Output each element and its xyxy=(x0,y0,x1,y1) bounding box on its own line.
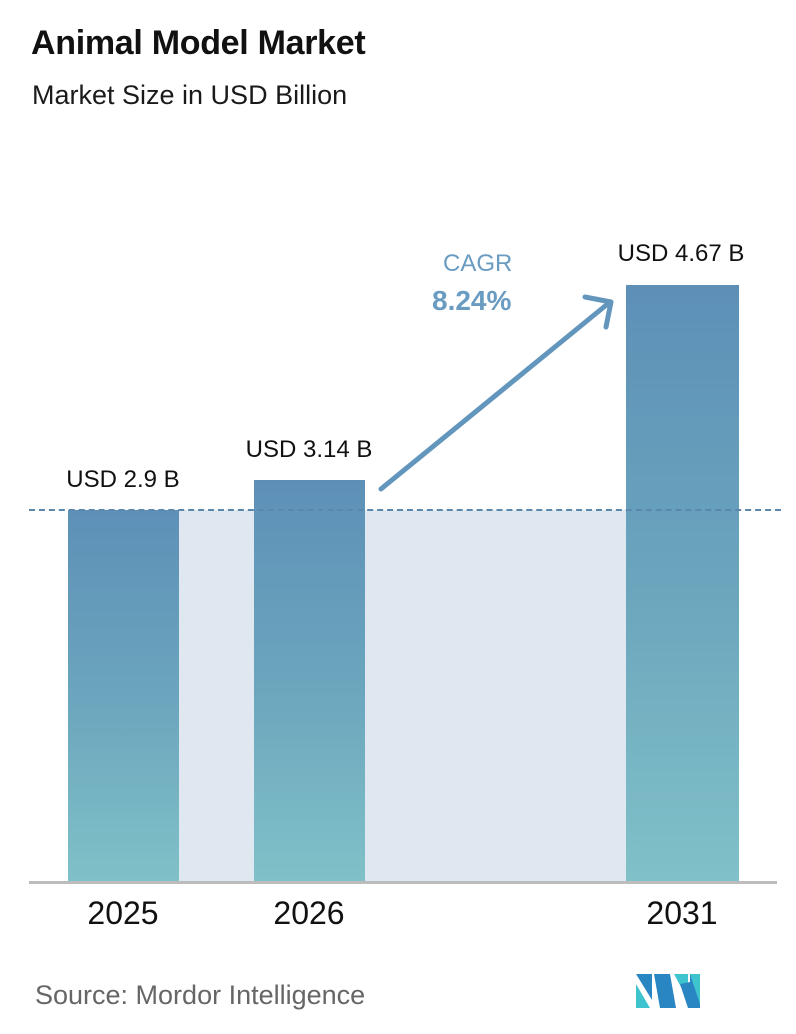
bar-2025 xyxy=(68,510,179,882)
reference-dashed-line xyxy=(29,509,781,511)
value-label-2026: USD 3.14 B xyxy=(245,436,373,463)
x-tick-2025: 2025 xyxy=(87,895,159,931)
chart-subtitle: Market Size in USD Billion xyxy=(32,80,348,110)
bar-2031 xyxy=(626,285,739,882)
cagr-label: CAGR xyxy=(443,250,513,277)
x-tick-2026: 2026 xyxy=(273,895,345,931)
value-label-2031: USD 4.67 B xyxy=(617,240,745,267)
source-attribution: Source: Mordor Intelligence xyxy=(35,980,366,1010)
x-axis-baseline xyxy=(29,881,777,884)
mordor-intelligence-logo-icon xyxy=(636,974,700,1008)
value-label-2025: USD 2.9 B xyxy=(66,466,180,493)
chart-title: Animal Model Market xyxy=(31,24,366,62)
cagr-value: 8.24% xyxy=(432,285,512,316)
bar-2026 xyxy=(254,480,365,882)
x-tick-2031: 2031 xyxy=(646,895,718,931)
